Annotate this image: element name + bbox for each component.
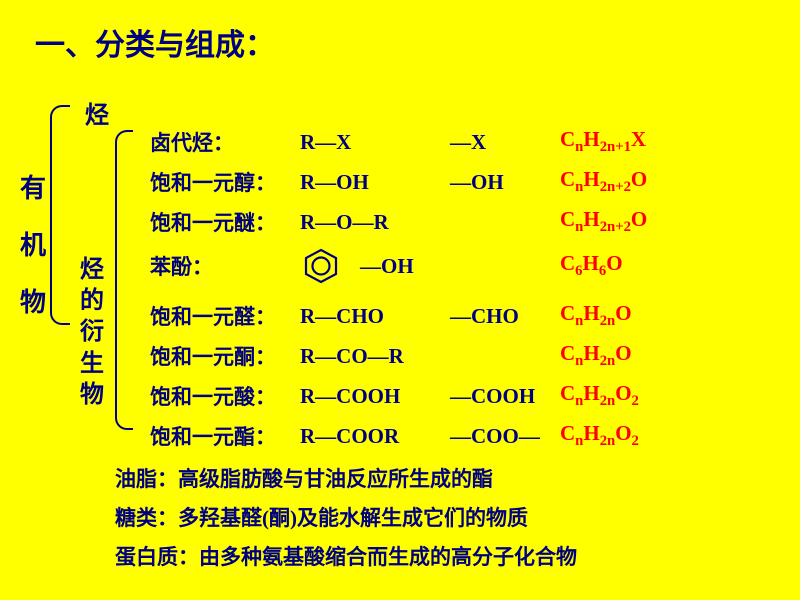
functional-group: —X — [450, 130, 560, 155]
char: 有 — [20, 160, 50, 217]
structure-formula — [300, 247, 360, 285]
molecular-formula: CnH2n+2O — [560, 207, 647, 236]
char: 生 — [80, 349, 106, 380]
compound-row: 饱和一元酯：R—COOR—COO—CnH2nO2 — [150, 416, 647, 456]
char: 物 — [20, 274, 50, 331]
compound-name: 卤代烃： — [150, 127, 300, 157]
compound-name: 饱和一元醛： — [150, 301, 300, 331]
compound-table: 卤代烃：R—X—XCnH2n+1X饱和一元醇：R—OH—OHCnH2n+2O饱和… — [150, 122, 647, 456]
compound-row: 饱和一元醇：R—OH—OHCnH2n+2O — [150, 162, 647, 202]
compound-row: 卤代烃：R—X—XCnH2n+1X — [150, 122, 647, 162]
molecular-formula: C6H6O — [560, 251, 623, 280]
char: 烃 — [80, 255, 106, 286]
compound-row: 饱和一元醛：R—CHO—CHOCnH2nO — [150, 296, 647, 336]
functional-group: —COO— — [450, 424, 560, 449]
note-line: 糖类：多羟基醛(酮)及能水解生成它们的物质 — [115, 499, 577, 538]
functional-group: —COOH — [450, 384, 560, 409]
char: 机 — [20, 217, 50, 274]
structure-formula: R—O—R — [300, 210, 450, 235]
notes-section: 油脂：高级脂肪酸与甘油反应所生成的酯 糖类：多羟基醛(酮)及能水解生成它们的物质… — [115, 460, 577, 577]
structure-formula: R—COOH — [300, 384, 450, 409]
structure-formula: R—CO—R — [300, 344, 450, 369]
compound-name: 饱和一元酯： — [150, 421, 300, 451]
compound-name: 饱和一元醇： — [150, 167, 300, 197]
compound-name: 饱和一元醚： — [150, 207, 300, 237]
functional-group: —OH — [450, 170, 560, 195]
molecular-formula: CnH2nO2 — [560, 381, 639, 410]
compound-name: 饱和一元酸： — [150, 381, 300, 411]
compound-row: 苯酚： —OHC6H6O — [150, 242, 647, 290]
char: 衍 — [80, 317, 106, 348]
brace-inner — [115, 130, 133, 430]
molecular-formula: CnH2nO — [560, 301, 632, 330]
functional-group: —CHO — [450, 304, 560, 329]
structure-formula: R—COOR — [300, 424, 450, 449]
note-line: 油脂：高级脂肪酸与甘油反应所生成的酯 — [115, 460, 577, 499]
molecular-formula: CnH2n+1X — [560, 127, 646, 156]
compound-name: 饱和一元酮： — [150, 341, 300, 371]
subcategory-hydrocarbon: 烃 — [85, 95, 109, 130]
compound-name: 苯酚： — [150, 251, 300, 281]
molecular-formula: CnH2nO — [560, 341, 632, 370]
compound-row: 饱和一元酸：R—COOH—COOHCnH2nO2 — [150, 376, 647, 416]
molecular-formula: CnH2nO2 — [560, 421, 639, 450]
structure-formula: R—CHO — [300, 304, 450, 329]
char: 物 — [80, 380, 106, 411]
compound-row: 饱和一元酮：R—CO—R CnH2nO — [150, 336, 647, 376]
structure-formula: R—OH — [300, 170, 450, 195]
heading-title: 一、分类与组成： — [35, 20, 275, 64]
structure-formula: R—X — [300, 130, 450, 155]
brace-left — [50, 105, 70, 325]
subcategory-derivative: 烃 的 衍 生 物 — [80, 255, 106, 411]
category-root-label: 有 机 物 — [20, 160, 50, 332]
note-line: 蛋白质：由多种氨基酸缩合而生成的高分子化合物 — [115, 538, 577, 577]
functional-group: —OH — [360, 254, 560, 279]
compound-row: 饱和一元醚：R—O—R CnH2n+2O — [150, 202, 647, 242]
molecular-formula: CnH2n+2O — [560, 167, 647, 196]
char: 的 — [80, 286, 106, 317]
